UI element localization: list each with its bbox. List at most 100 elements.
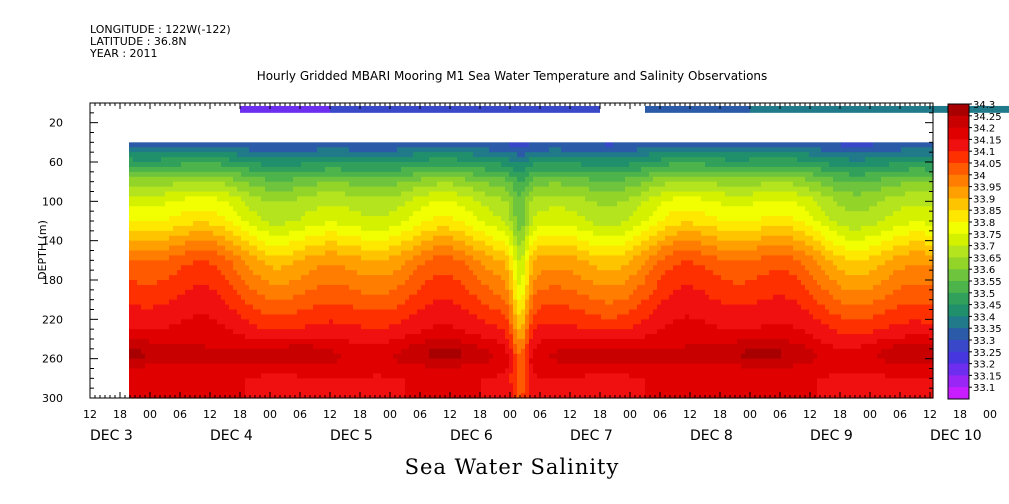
salinity-cell xyxy=(405,225,410,232)
salinity-cell xyxy=(173,353,178,360)
salinity-cell xyxy=(393,299,398,306)
salinity-cell xyxy=(489,388,494,394)
salinity-cell xyxy=(297,201,302,207)
salinity-cell xyxy=(225,378,230,384)
salinity-cell xyxy=(345,152,350,158)
salinity-cell xyxy=(245,314,250,320)
salinity-cell xyxy=(245,176,250,183)
salinity-cell xyxy=(241,157,246,163)
salinity-cell xyxy=(365,265,370,271)
salinity-cell xyxy=(349,363,354,370)
salinity-cell xyxy=(289,383,294,389)
salinity-cell xyxy=(377,250,382,257)
salinity-cell xyxy=(349,275,354,281)
salinity-cell xyxy=(433,216,438,222)
salinity-cell xyxy=(157,235,162,242)
salinity-cell xyxy=(401,142,406,148)
salinity-cell xyxy=(173,260,178,266)
salinity-cell xyxy=(385,368,390,375)
salinity-cell xyxy=(437,216,442,222)
salinity-cell xyxy=(165,270,170,276)
salinity-cell xyxy=(253,280,258,286)
salinity-cell xyxy=(357,255,362,261)
salinity-cell xyxy=(433,319,438,325)
salinity-cell xyxy=(509,270,514,276)
salinity-cell xyxy=(193,221,198,227)
salinity-cell xyxy=(149,240,154,247)
salinity-cell xyxy=(433,206,438,212)
salinity-cell xyxy=(221,289,226,296)
salinity-cell xyxy=(481,235,486,242)
salinity-cell xyxy=(157,309,162,316)
salinity-cell xyxy=(301,309,306,316)
salinity-cell xyxy=(277,309,282,316)
salinity-cell xyxy=(285,211,290,217)
salinity-cell xyxy=(465,230,470,237)
salinity-cell xyxy=(305,265,310,271)
salinity-cell xyxy=(141,240,146,247)
salinity-cell xyxy=(205,383,210,389)
salinity-cell xyxy=(277,240,282,247)
salinity-cell xyxy=(409,378,414,384)
salinity-cell xyxy=(129,319,134,325)
salinity-cell xyxy=(269,260,274,266)
salinity-cell xyxy=(221,142,226,148)
salinity-cell xyxy=(465,186,470,193)
salinity-cell xyxy=(317,378,322,384)
salinity-cell xyxy=(429,270,434,276)
salinity-cell xyxy=(445,181,450,188)
salinity-cell xyxy=(457,235,462,242)
salinity-cell xyxy=(321,299,326,306)
salinity-cell xyxy=(477,383,482,389)
salinity-cell xyxy=(317,211,322,217)
salinity-cell xyxy=(461,216,466,222)
salinity-cell xyxy=(321,142,326,148)
salinity-cell xyxy=(357,334,362,340)
salinity-cell xyxy=(405,211,410,217)
salinity-cell xyxy=(413,250,418,257)
salinity-cell xyxy=(341,191,346,198)
salinity-cell xyxy=(473,314,478,320)
salinity-cell xyxy=(509,265,514,271)
salinity-cell xyxy=(413,230,418,237)
salinity-cell xyxy=(161,319,166,325)
salinity-cell xyxy=(417,191,422,198)
salinity-cell xyxy=(253,353,258,360)
salinity-cell xyxy=(329,378,334,384)
salinity-cell xyxy=(505,393,510,399)
salinity-cell xyxy=(169,211,174,217)
salinity-cell xyxy=(133,142,138,148)
salinity-cell xyxy=(385,388,390,394)
salinity-cell xyxy=(333,260,338,266)
salinity-cell xyxy=(421,152,426,158)
salinity-cell xyxy=(413,304,418,311)
salinity-cell xyxy=(161,324,166,330)
salinity-cell xyxy=(385,255,390,261)
salinity-cell xyxy=(357,235,362,242)
salinity-cell xyxy=(377,348,382,355)
salinity-cell xyxy=(373,191,378,198)
salinity-cell xyxy=(321,339,326,345)
salinity-cell xyxy=(229,334,234,340)
salinity-cell xyxy=(337,309,342,316)
salinity-cell xyxy=(501,393,506,399)
salinity-cell xyxy=(217,309,222,316)
salinity-cell xyxy=(441,260,446,266)
salinity-cell xyxy=(177,314,182,320)
salinity-cell xyxy=(229,230,234,237)
salinity-cell xyxy=(293,206,298,212)
salinity-cell xyxy=(213,383,218,389)
salinity-cell xyxy=(301,230,306,237)
salinity-cell xyxy=(201,181,206,188)
salinity-cell xyxy=(413,343,418,350)
salinity-cell xyxy=(213,206,218,212)
salinity-cell xyxy=(313,157,318,163)
salinity-cell xyxy=(201,373,206,379)
salinity-cell xyxy=(481,245,486,252)
salinity-cell xyxy=(145,304,150,311)
salinity-cell xyxy=(485,235,490,242)
salinity-cell xyxy=(261,235,266,242)
salinity-cell xyxy=(453,142,458,148)
salinity-cell xyxy=(293,363,298,370)
salinity-cell xyxy=(297,250,302,257)
